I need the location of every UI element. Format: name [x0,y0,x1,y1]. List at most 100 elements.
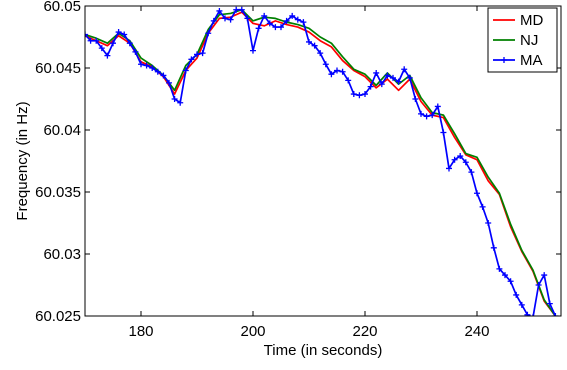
data-point-ma [451,156,458,163]
data-point-ma [502,272,508,279]
axes: 180 200 220 240 60.025 60.03 60.035 60.04 60.045… [14,0,562,359]
x-tick-label: 240 [464,323,489,340]
plot-frame [84,5,562,317]
data-point-ma [85,31,88,38]
data-point-ma [412,96,419,102]
data-point-ma [93,37,100,44]
data-point-ma [524,311,531,316]
x-tick-label: 180 [128,323,153,340]
data-point-ma [462,159,469,166]
data-point-ma [446,165,452,172]
data-point-ma [143,62,150,69]
data-point-ma [104,52,111,59]
data-point-ma [429,112,436,119]
legend-label-nj: NJ [520,32,538,49]
data-point-ma [199,50,206,57]
data-point-ma [272,24,279,31]
legend-marker-ma [501,57,507,63]
data-point-ma [266,20,273,27]
data-point-ma [233,6,240,13]
x-tick-label: 200 [240,323,265,340]
data-point-ma [406,74,413,81]
data-point-ma [518,301,525,308]
data-point-ma [496,265,503,272]
y-tick-label: 60.035 [35,184,81,201]
data-point-ma [115,29,122,36]
y-tick-label: 60.05 [43,0,81,15]
data-point-ma [328,71,335,78]
data-point-ma [373,69,380,76]
legend: MD NJ MA [487,7,558,73]
data-point-ma [490,244,497,251]
data-point-ma [294,16,301,23]
data-point-ma [468,169,475,176]
data-point-ma [350,91,357,98]
data-point-ma [507,278,514,285]
data-point-ma [479,203,486,210]
data-point-ma [166,79,172,86]
data-point-ma [317,50,324,57]
data-point-ma [457,153,464,160]
data-point-ma [216,7,223,14]
data-point-ma [434,103,441,110]
data-point-ma [126,40,133,47]
data-point-ma [546,300,553,307]
data-point-ma [171,96,178,102]
data-point-ma [513,291,520,298]
data-point-ma [334,67,340,74]
legend-label-ma: MA [520,52,543,69]
y-axis-label: Frequency (in Hz) [14,101,31,220]
data-point-ma [227,16,234,23]
data-point-ma [532,314,534,316]
data-point-ma [87,37,94,44]
data-point-ma [423,113,430,120]
data-point-ma [289,12,296,19]
data-point-ma [401,66,408,73]
x-tick-label: 220 [352,323,377,340]
data-point-ma [356,92,363,99]
data-point-ma [440,129,447,136]
data-point-ma [345,77,352,84]
data-point-ma [154,68,161,75]
data-point-ma [194,51,200,58]
data-point-ma [110,40,116,47]
y-tick-label: 60.045 [35,60,81,77]
data-point-ma [390,74,396,81]
legend-label-md: MD [520,12,543,29]
data-point-ma [250,47,256,54]
data-point-ma [149,65,156,71]
data-point-ma [362,91,368,98]
series-line-md [85,11,557,316]
data-point-ma [418,110,424,117]
data-point-ma [300,19,307,26]
data-point-ma [182,67,189,74]
data-point-ma [378,81,385,88]
data-point-ma [188,56,195,63]
data-point-ma [395,78,402,85]
data-point-ma [238,6,245,13]
data-point-ma [222,15,228,22]
data-point-ma [244,15,251,22]
data-point-ma [306,38,312,45]
data-point-ma [485,220,492,226]
data-point-ma [132,48,139,55]
data-point-ma [255,25,262,32]
y-tick-label: 60.04 [43,122,81,139]
y-tick-label: 60.03 [43,246,81,263]
data-point-ma [261,12,268,19]
plot-area [85,6,559,316]
data-point-ma [160,72,167,79]
data-point-ma [541,272,548,279]
data-point-ma [367,83,374,90]
data-point-ma [138,61,144,68]
y-tick-label: 60.025 [35,308,81,325]
data-point-ma [278,24,284,31]
data-point-ma [205,30,212,37]
data-point-ma [535,282,542,288]
data-point-ma [311,42,318,49]
data-point-ma [339,68,346,75]
data-point-ma [177,99,184,106]
data-point-ma [552,313,559,316]
